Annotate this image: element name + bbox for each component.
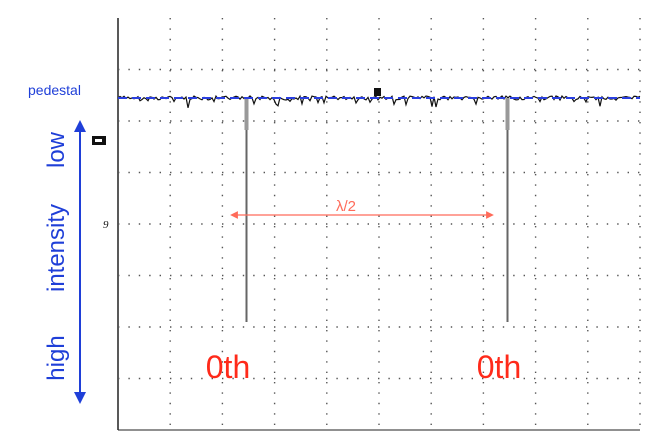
intensity-low-label: low — [43, 131, 70, 168]
dotted-grid — [118, 18, 641, 430]
intensity-high-label: high — [43, 335, 70, 380]
peak-label-left: 0th — [206, 349, 250, 385]
signal-trace — [117, 94, 641, 322]
trigger-marker-inner — [95, 139, 102, 142]
scale-marker: 9 — [103, 219, 109, 231]
pedestal-label: pedestal — [28, 82, 81, 98]
intensity-label: intensity — [43, 204, 70, 292]
top-marker — [374, 88, 381, 96]
peak-label-right: 0th — [477, 349, 521, 385]
spacing-label: λ/2 — [336, 198, 356, 215]
